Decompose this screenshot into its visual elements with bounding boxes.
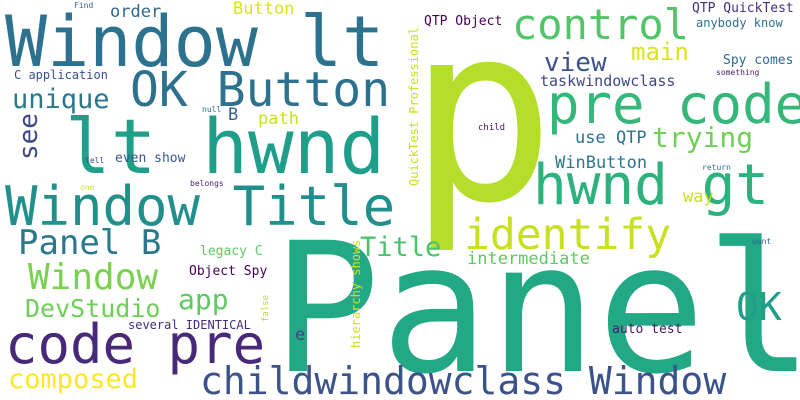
- word-find: Find: [74, 1, 94, 10]
- word-false: false: [261, 294, 271, 322]
- word-child: child: [478, 123, 506, 133]
- word-panel-b: Panel B: [18, 223, 162, 263]
- word-window-title: Window Title: [5, 175, 396, 238]
- word-qtp-object: QTP Object: [424, 14, 503, 29]
- word-want: want: [752, 237, 772, 246]
- word-qtp-quicktest: QTP QuickTest: [692, 1, 794, 16]
- word-ok: OK: [736, 285, 782, 329]
- word-several-identical: several IDENTICAL: [128, 318, 251, 332]
- word-path: path: [258, 109, 299, 129]
- word-window-lt: Window lt: [5, 1, 385, 83]
- word-even-show: even show: [115, 151, 186, 166]
- word-hwnd-gt: hwnd gt: [533, 153, 770, 218]
- word-tell: tell: [85, 156, 105, 165]
- word-c-application: C application: [14, 68, 108, 82]
- word-spy-comes: Spy comes: [723, 53, 794, 68]
- word-identify: identify: [464, 210, 672, 260]
- word-object-spy: Object Spy: [189, 264, 268, 279]
- word-e: e: [295, 325, 306, 345]
- word-quicktest-professional: QuickTest Professional: [407, 27, 421, 186]
- word-composed: composed: [8, 364, 139, 395]
- word-legacy-c: legacy C: [200, 244, 263, 259]
- word-return: return: [702, 163, 731, 172]
- word-see: see: [14, 113, 44, 160]
- word-view: view: [544, 48, 607, 78]
- word-title: Title: [360, 232, 442, 263]
- word-devstudio: DevStudio: [25, 294, 161, 323]
- word-belongs: belongs: [190, 179, 224, 188]
- word-auto-test: auto test: [612, 322, 683, 337]
- word-control: control: [512, 0, 690, 49]
- word-one: one: [80, 183, 95, 192]
- word-window: Window: [28, 257, 159, 298]
- word-pre-code: pre code: [547, 73, 800, 136]
- word-main: main: [631, 38, 689, 66]
- word-panel: Panel: [272, 205, 800, 400]
- word-null: null: [202, 105, 222, 114]
- word-b: B: [228, 105, 239, 125]
- word-intermediate: intermediate: [467, 249, 590, 269]
- word-use-qtp: use QTP: [575, 128, 647, 148]
- word-hierarchy-shows: hierarchy shows: [349, 239, 363, 348]
- word-anybody-know: anybody know: [696, 16, 783, 30]
- word-winbutton: WinButton: [555, 153, 648, 173]
- word-button: Button: [233, 0, 295, 19]
- word-code-pre: code pre: [5, 313, 266, 376]
- word-app: app: [178, 283, 229, 316]
- word-something: something: [716, 68, 760, 77]
- word-unique: unique: [12, 84, 110, 115]
- word-taskwindowclass: taskwindowclass: [540, 72, 676, 90]
- word-way: way: [683, 187, 714, 207]
- word-ok-button: OK Button: [130, 62, 391, 118]
- word-p: p: [408, 0, 556, 257]
- word-childwindowclass-window: childwindowclass Window: [200, 359, 727, 400]
- word-order: order: [110, 2, 162, 22]
- word-lt-hwnd: lt hwnd: [65, 102, 386, 191]
- word-trying: trying: [652, 121, 754, 154]
